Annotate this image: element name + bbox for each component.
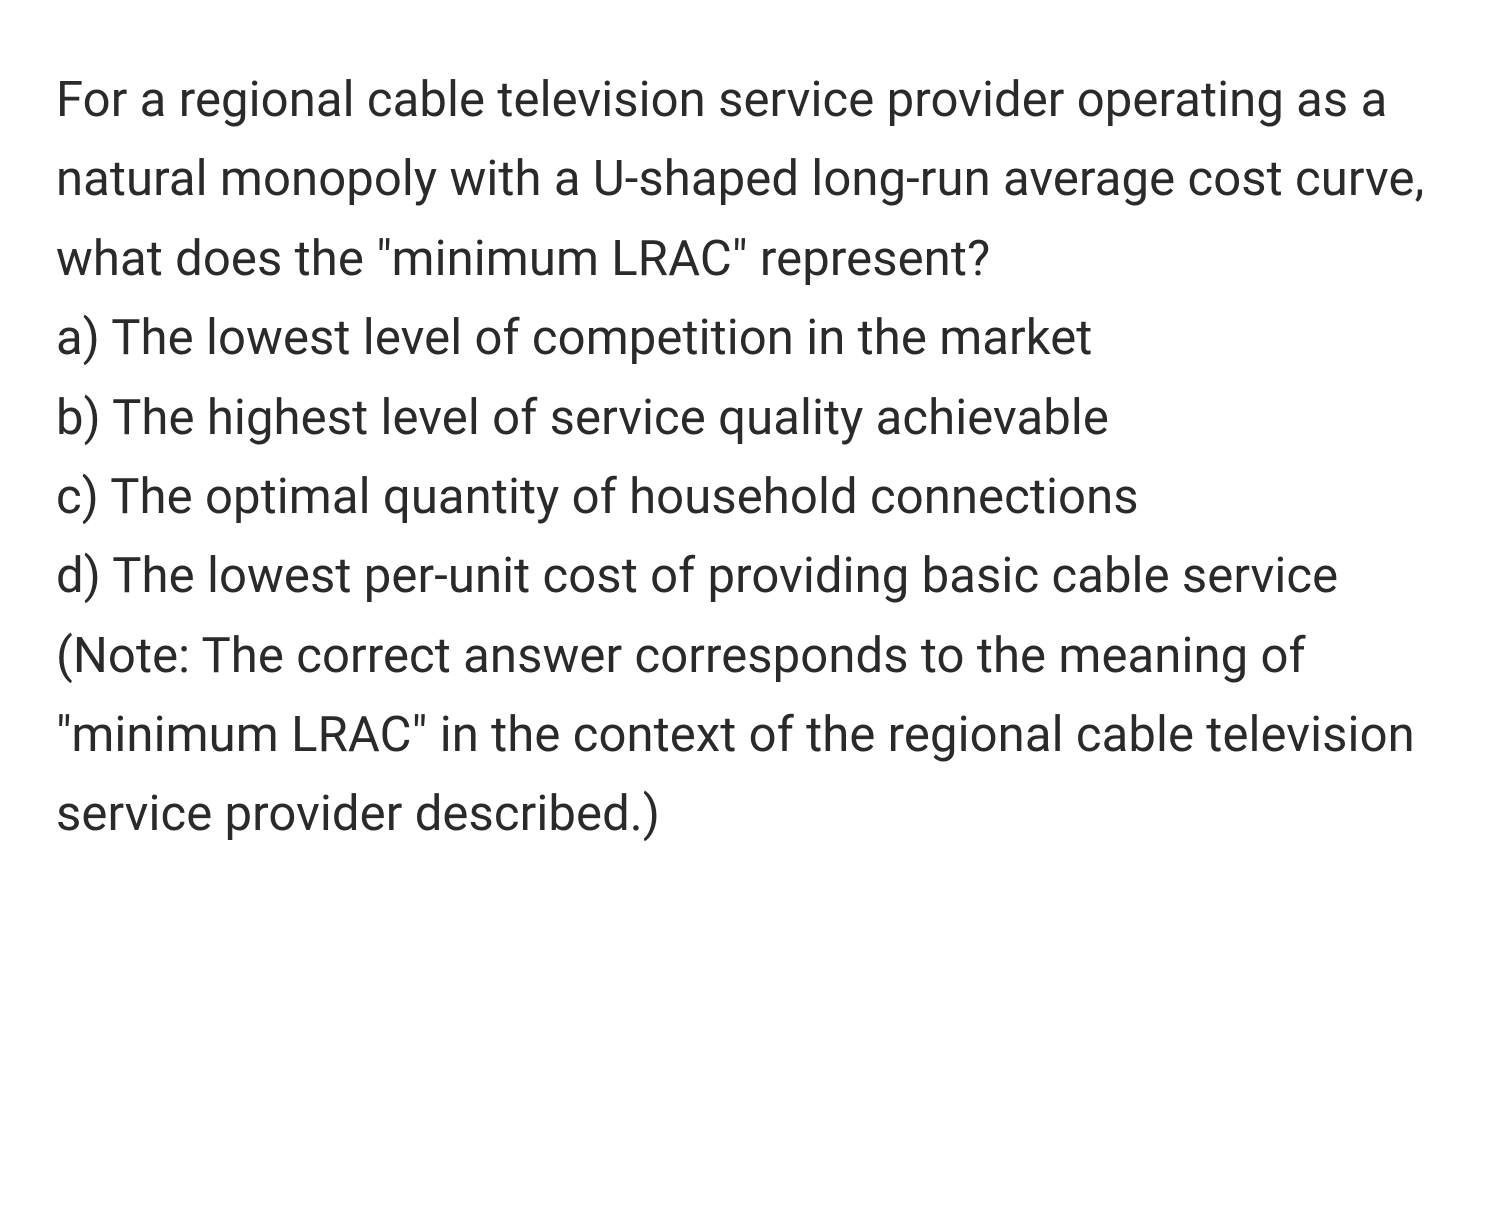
question-note: (Note: The correct answer corresponds to…	[56, 616, 1444, 854]
option-d: d) The lowest per-unit cost of providing…	[56, 536, 1444, 615]
question-page: For a regional cable television service …	[0, 0, 1500, 1216]
option-a: a) The lowest level of competition in th…	[56, 298, 1444, 377]
option-c: c) The optimal quantity of household con…	[56, 457, 1444, 536]
question-stem: For a regional cable television service …	[56, 60, 1444, 298]
option-b: b) The highest level of service quality …	[56, 378, 1444, 457]
